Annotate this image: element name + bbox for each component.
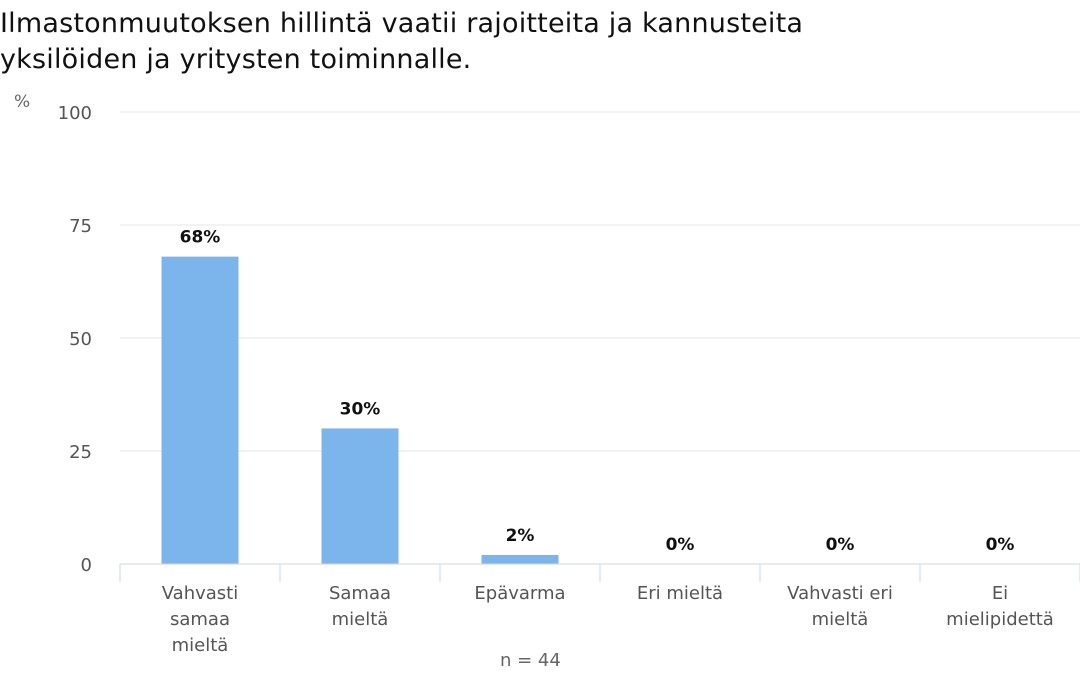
y-axis-label: % bbox=[14, 92, 31, 112]
category-label-line: Eri mieltä bbox=[637, 583, 723, 604]
category-label-line: mielipidettä bbox=[946, 609, 1054, 630]
category-labels: Vahvasti samaa mieltä Samaa mieltä Epävarma Er… bbox=[162, 583, 1054, 656]
category-label-line: Vahvasti eri bbox=[787, 583, 893, 604]
category-label-line: mieltä bbox=[332, 609, 389, 630]
category-label-line: Vahvasti bbox=[162, 583, 238, 604]
data-label: 0% bbox=[666, 535, 695, 555]
y-tick-label: 100 bbox=[58, 103, 92, 124]
category-label: Vahvasti samaa mieltä bbox=[162, 583, 238, 656]
data-label: 2% bbox=[506, 526, 535, 546]
category-label-line: mieltä bbox=[172, 635, 229, 656]
category-label-line: Ei bbox=[992, 583, 1008, 604]
category-label-line: samaa bbox=[170, 609, 230, 630]
category-label: Ei mielipidettä bbox=[946, 583, 1054, 630]
category-label-line: mieltä bbox=[812, 609, 869, 630]
grid-lines bbox=[120, 111, 1080, 452]
category-label: Samaa mieltä bbox=[329, 583, 391, 630]
bar bbox=[481, 554, 559, 564]
chart-title-line-1: Ilmastonmuutoksen hillintä vaatii rajoit… bbox=[0, 8, 804, 39]
y-tick-label: 25 bbox=[69, 442, 92, 463]
y-tick-label: 75 bbox=[69, 216, 92, 237]
bar bbox=[161, 256, 239, 564]
bar bbox=[321, 428, 399, 564]
category-label-line: Epävarma bbox=[474, 583, 565, 604]
data-label: 30% bbox=[340, 399, 381, 419]
y-tick-label: 0 bbox=[81, 555, 92, 576]
x-axis bbox=[119, 563, 1080, 582]
bars bbox=[161, 256, 559, 564]
category-label-line: Samaa bbox=[329, 583, 391, 604]
sample-size-text: n = 44 bbox=[500, 650, 561, 671]
data-label: 68% bbox=[180, 228, 221, 248]
y-axis-ticks: 0 25 50 75 100 bbox=[58, 103, 92, 576]
category-label: Eri mieltä bbox=[637, 583, 723, 604]
data-label: 0% bbox=[986, 535, 1015, 555]
category-label: Epävarma bbox=[474, 583, 565, 604]
data-labels: 68% 30% 2% 0% 0% 0% bbox=[180, 228, 1015, 555]
chart-title: Ilmastonmuutoksen hillintä vaatii rajoit… bbox=[0, 6, 1000, 78]
y-tick-label: 50 bbox=[69, 329, 92, 350]
chart-title-line-2: yksilöiden ja yritysten toiminnalle. bbox=[0, 44, 472, 75]
data-label: 0% bbox=[826, 535, 855, 555]
category-label: Vahvasti eri mieltä bbox=[787, 583, 893, 630]
